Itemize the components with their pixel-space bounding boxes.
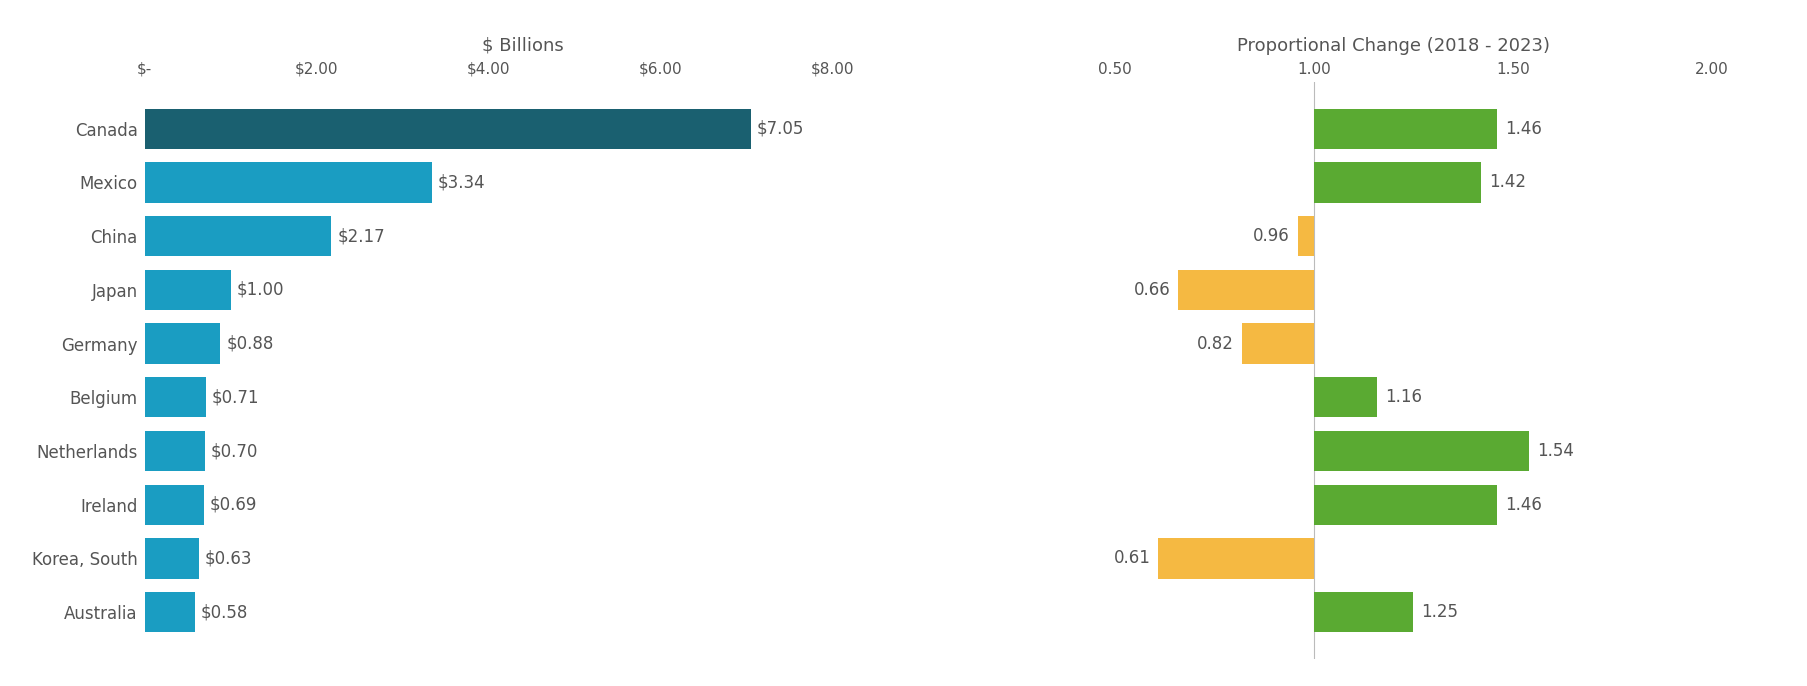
- Bar: [1314, 163, 1480, 202]
- Text: $2.17: $2.17: [338, 227, 385, 245]
- Bar: [1314, 108, 1496, 149]
- Text: 1.25: 1.25: [1420, 603, 1458, 622]
- Bar: [1297, 216, 1314, 257]
- Title: $ Billions: $ Billions: [482, 36, 564, 55]
- Bar: [145, 431, 204, 471]
- Text: $3.34: $3.34: [437, 174, 486, 191]
- Text: $1.00: $1.00: [237, 281, 284, 299]
- Bar: [1241, 323, 1314, 364]
- Text: $0.69: $0.69: [210, 496, 257, 514]
- Text: 0.82: 0.82: [1196, 335, 1234, 353]
- Bar: [145, 484, 204, 525]
- Text: 1.46: 1.46: [1503, 119, 1541, 138]
- Bar: [1314, 377, 1377, 418]
- Text: $7.05: $7.05: [757, 119, 804, 138]
- Text: 1.54: 1.54: [1536, 442, 1572, 460]
- Text: 0.66: 0.66: [1133, 281, 1169, 299]
- Bar: [145, 323, 220, 364]
- Text: 1.46: 1.46: [1503, 496, 1541, 514]
- Bar: [145, 108, 750, 149]
- Title: Proportional Change (2018 - 2023): Proportional Change (2018 - 2023): [1236, 36, 1549, 55]
- Text: 0.96: 0.96: [1252, 227, 1288, 245]
- Bar: [1314, 484, 1496, 525]
- Bar: [145, 163, 432, 202]
- Text: $0.63: $0.63: [204, 549, 253, 567]
- Text: $0.58: $0.58: [201, 603, 248, 622]
- Text: 1.16: 1.16: [1384, 388, 1422, 406]
- Bar: [145, 592, 195, 632]
- Text: $0.70: $0.70: [211, 442, 258, 460]
- Bar: [1314, 592, 1413, 632]
- Text: 1.42: 1.42: [1489, 174, 1525, 191]
- Text: $0.71: $0.71: [211, 388, 258, 406]
- Text: $0.88: $0.88: [226, 335, 273, 353]
- Bar: [145, 377, 206, 418]
- Bar: [145, 216, 331, 257]
- Text: 0.61: 0.61: [1113, 549, 1149, 567]
- Bar: [1314, 431, 1529, 471]
- Bar: [1178, 270, 1314, 310]
- Bar: [145, 539, 199, 578]
- Bar: [145, 270, 231, 310]
- Bar: [1158, 539, 1314, 578]
